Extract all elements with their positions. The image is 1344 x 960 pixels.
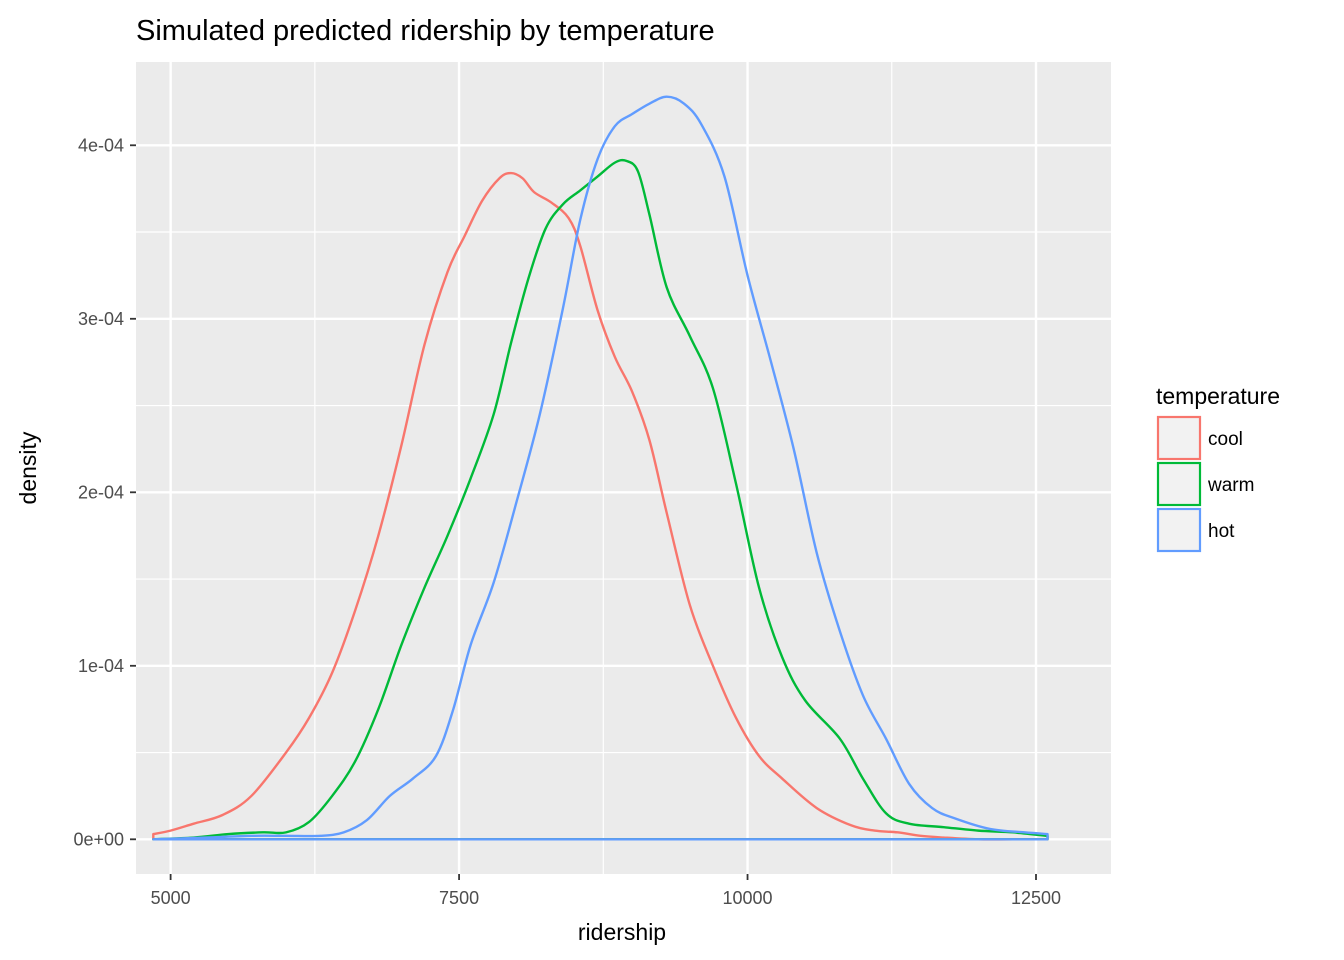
y-tick-label: 2e-04 [78, 482, 124, 502]
y-axis: 0e+00 1e-04 2e-04 3e-04 4e-04 [73, 135, 136, 849]
x-axis-title: ridership [578, 919, 666, 945]
y-tick-label: 1e-04 [78, 656, 124, 676]
legend-label-cool: cool [1208, 429, 1243, 450]
x-tick-label: 10000 [723, 888, 773, 908]
x-tick-label: 7500 [439, 888, 479, 908]
y-tick-label: 0e+00 [73, 829, 124, 849]
y-tick-label: 4e-04 [78, 135, 124, 155]
density-curve-hot [152, 95, 1049, 841]
density-curve-cool [152, 171, 1049, 841]
legend-key-cool [1156, 415, 1202, 461]
x-tick-label: 12500 [1011, 888, 1061, 908]
legend-key-warm [1156, 461, 1202, 507]
density-curves [152, 95, 1049, 841]
chart-title: Simulated predicted ridership by tempera… [136, 15, 715, 47]
x-axis: 5000 7500 10000 12500 [151, 874, 1061, 908]
plot-panel [136, 62, 1111, 874]
y-axis-title: density [15, 431, 41, 504]
y-tick-label: 3e-04 [78, 309, 124, 329]
legend: temperature cool warm hot [1156, 383, 1280, 553]
density-curve-warm [152, 158, 1049, 841]
legend-title: temperature [1156, 383, 1280, 409]
minor-gridlines [136, 62, 1111, 874]
legend-key-hot [1156, 507, 1202, 553]
legend-label-warm: warm [1207, 475, 1254, 496]
legend-label-hot: hot [1208, 521, 1235, 542]
x-tick-label: 5000 [151, 888, 191, 908]
